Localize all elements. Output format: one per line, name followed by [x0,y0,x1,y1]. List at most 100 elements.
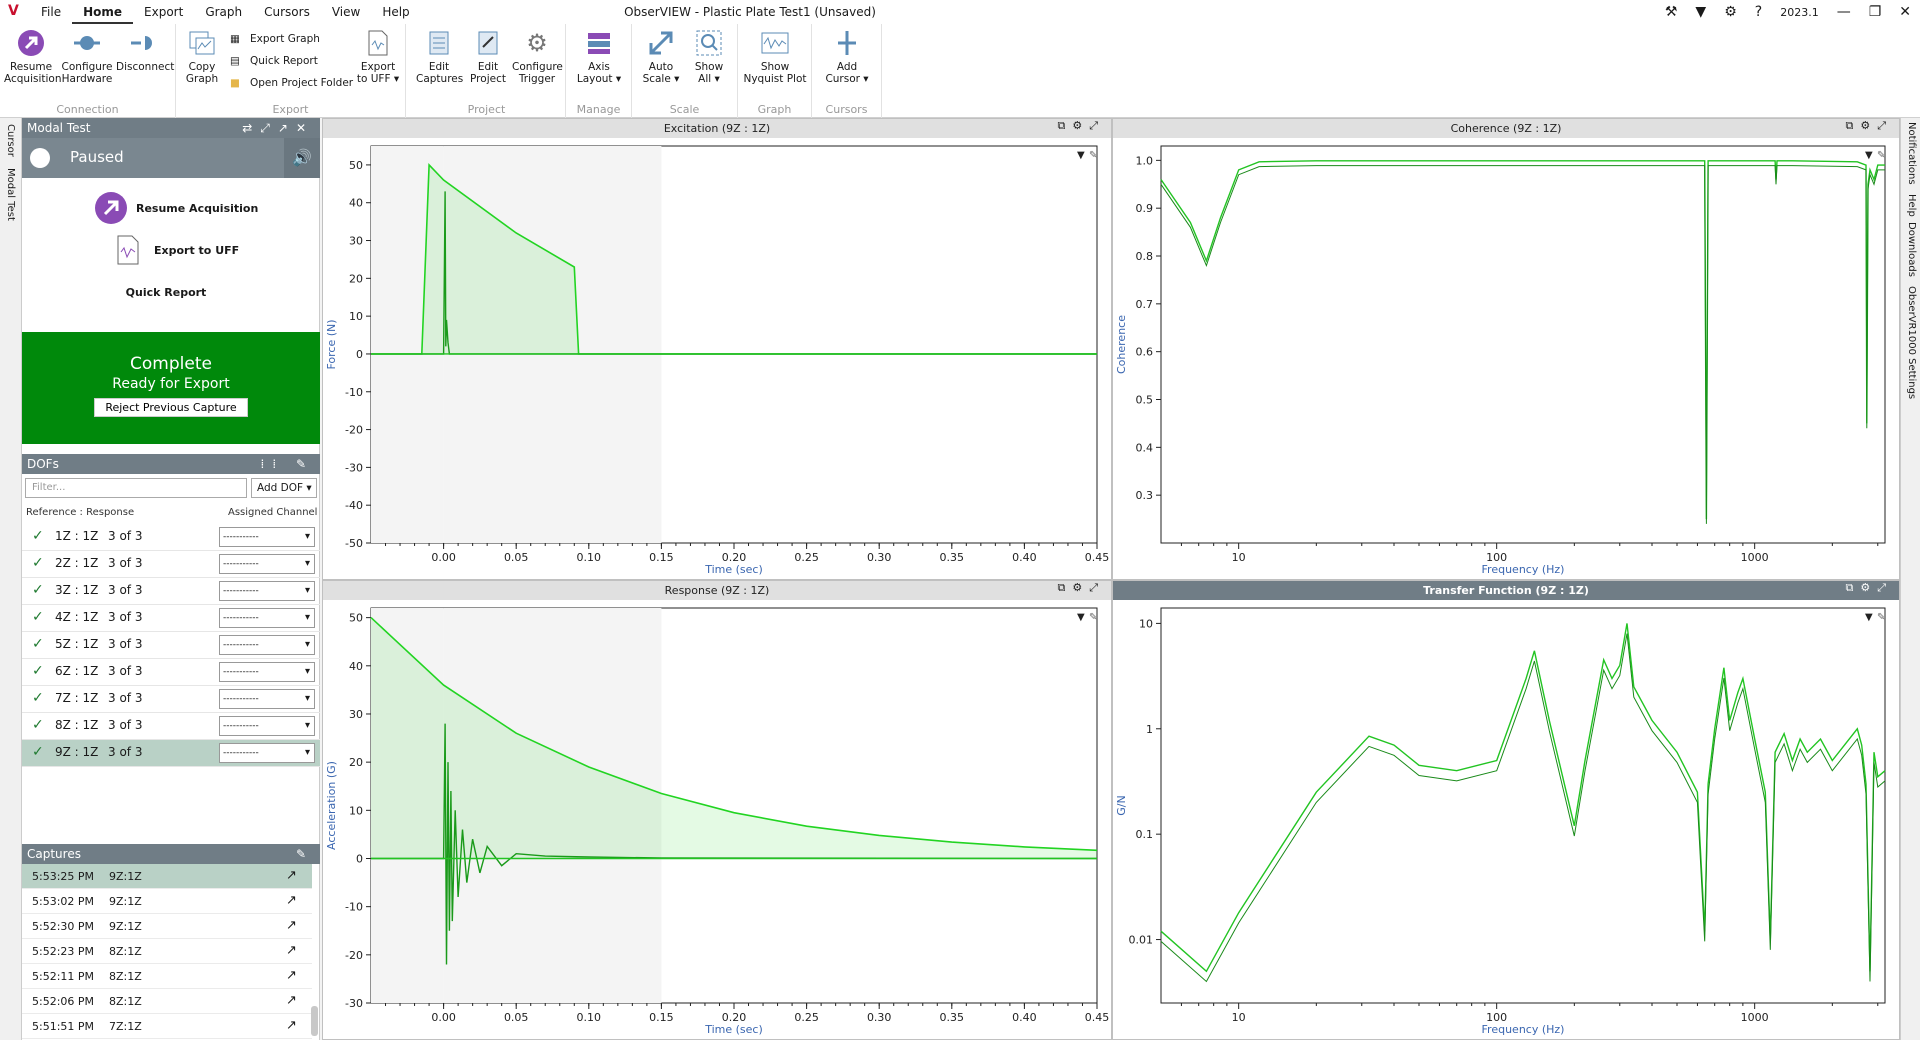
menu-home[interactable]: Home [72,0,134,24]
excitation-plot[interactable]: 0.00 0.05 0.10 0.15 0.20 0.25 0.30 0.35 0.40 0.45… [323,138,1111,579]
dof-name: 1Z : 1Z [55,529,99,543]
capture-row[interactable]: 5:53:02 PM 9Z:1Z ↗ [22,889,312,914]
export-uff-button[interactable]: Export to UFF ▾ [356,28,400,85]
export-graph-button[interactable]: ▦ Export Graph [230,33,320,45]
capture-row[interactable]: 5:53:25 PM 9Z:1Z ↗ [22,864,312,889]
y-axis-label: Acceleration (G) [325,761,338,850]
open-capture-icon[interactable]: ↗ [286,1018,297,1033]
channel-select[interactable]: ----------- [219,635,315,655]
channel-select[interactable]: ----------- [219,689,315,709]
hardware-icon [72,28,102,58]
menu-graph[interactable]: Graph [205,5,243,19]
trigger-region [443,608,662,1003]
check-icon: ✓ [32,609,44,625]
modal-test-dock-tab[interactable]: Modal Test [5,168,16,221]
menu-export[interactable]: Export [144,5,184,19]
dof-row[interactable]: ✓ 1Z : 1Z 3 of 3 ----------- [22,524,320,551]
capture-row[interactable]: 5:52:11 PM 8Z:1Z ↗ [22,964,312,989]
copy-graph-button[interactable]: Copy Graph [182,28,222,85]
disconnect-button[interactable]: Disconnect [116,28,174,73]
open-capture-icon[interactable]: ↗ [286,993,297,1008]
filter-icon[interactable]: ▼ [1695,4,1707,20]
captures-scrollbar[interactable] [311,1006,318,1036]
cursor-dock-tab[interactable]: Cursor [5,124,16,157]
export-uff-action[interactable]: Export to UFF [22,232,320,268]
chart-window-icons[interactable]: ⧉⚙⤢ [1845,119,1893,132]
tools-icon[interactable]: ⚒ [1664,4,1678,20]
chart-window-icons[interactable]: ⧉⚙⤢ [1057,581,1105,594]
settings-icon[interactable]: ⚙ [1724,4,1737,20]
dof-row[interactable]: ✓ 3Z : 1Z 3 of 3 ----------- [22,578,320,605]
excitation-chart: Excitation (9Z : 1Z) ⧉⚙⤢ 0.00 0.05 0.10 0.1… [322,118,1112,580]
x-tick-label: 0.15 [649,1011,674,1024]
channel-select[interactable]: ----------- [219,581,315,601]
capture-row[interactable]: 5:52:23 PM 8Z:1Z ↗ [22,939,312,964]
edit-captures-icon[interactable]: ✎ [295,847,314,861]
quick-report-button[interactable]: ▤ Quick Report [230,55,318,67]
panel-window-icons[interactable]: ⇄⤢↗✕ [242,121,314,135]
dof-row[interactable]: ✓ 7Z : 1Z 3 of 3 ----------- [22,686,320,713]
dof-name: 8Z : 1Z [55,718,99,732]
channel-select[interactable]: ----------- [219,527,315,547]
quick-report-action[interactable]: Quick Report [125,285,207,299]
open-capture-icon[interactable]: ↗ [286,918,297,933]
menu-help[interactable]: Help [382,5,410,19]
configure-hardware-button[interactable]: Configure Hardware [60,28,114,85]
ribbon-group-export: Copy Graph ▦ Export Graph ▤ Quick Report ■ O… [176,24,406,118]
left-dock-strip: Cursor Modal Test [0,118,22,1040]
help-icon[interactable]: ? [1754,4,1763,20]
capture-row[interactable]: 5:52:06 PM 8Z:1Z ↗ [22,989,312,1014]
capture-row[interactable]: 5:51:51 PM 7Z:1Z ↗ [22,1014,312,1039]
configure-trigger-button[interactable]: ⚙ Configure Trigger [512,29,563,85]
axis-layout-button[interactable]: Axis Layout ▾ [574,28,624,85]
channel-select[interactable]: ----------- [219,554,315,574]
open-capture-icon[interactable]: ↗ [286,893,297,908]
channel-select[interactable]: ----------- [219,716,315,736]
open-project-folder-button[interactable]: ■ Open Project Folder [230,77,354,89]
open-capture-icon[interactable]: ↗ [286,868,297,883]
restore-button[interactable]: ❐ [1868,4,1882,20]
menu-view[interactable]: View [331,5,361,19]
settings-dock-tab[interactable]: ObserVR1000 Settings [1906,286,1917,400]
resume-acquisition-action[interactable]: Resume Acquisition [22,190,320,226]
dof-row[interactable]: ✓ 9Z : 1Z 3 of 3 ----------- [22,740,320,767]
resume-acquisition-button[interactable]: Resume Acquisition [4,28,62,85]
dof-row[interactable]: ✓ 6Z : 1Z 3 of 3 ----------- [22,659,320,686]
transfer-function-plot[interactable]: 10 100 1000 10 1 0.1 0.01 Frequency (Hz) G/N ▼ ✎ [1113,600,1899,1039]
dof-filter-input[interactable]: Filter... [25,478,247,498]
add-cursor-button[interactable]: Add Cursor ▾ [822,28,872,85]
channel-select[interactable]: ----------- [219,608,315,628]
menu-file[interactable]: File [41,5,62,19]
channel-select[interactable]: ----------- [219,662,315,682]
reject-capture-button[interactable]: Reject Previous Capture [94,398,248,417]
help-dock-tab[interactable]: Help [1906,194,1917,217]
dof-row[interactable]: ✓ 5Z : 1Z 3 of 3 ----------- [22,632,320,659]
dof-tools-icons[interactable]: ⁞⁞ ✎ [260,457,314,471]
edit-captures-button[interactable]: Edit Captures [416,28,463,85]
downloads-dock-tab[interactable]: Downloads [1906,222,1917,277]
speaker-icon[interactable]: 🔊 [284,138,320,178]
x-tick-label: 0.25 [794,551,819,564]
dof-row[interactable]: ✓ 2Z : 1Z 3 of 3 ----------- [22,551,320,578]
chart-window-icons[interactable]: ⧉⚙⤢ [1845,581,1893,594]
add-dof-button[interactable]: Add DOF ▾ [251,478,317,498]
open-capture-icon[interactable]: ↗ [286,968,297,983]
coherence-plot[interactable]: 10 100 1000 1.0 0.9 0.8 0.7 0.6 0.5 0.4 0.3 Frequen… [1113,138,1899,579]
chart-window-icons[interactable]: ⧉⚙⤢ [1057,119,1105,132]
notifications-dock-tab[interactable]: Notifications [1906,122,1917,185]
capture-row[interactable]: 5:52:30 PM 9Z:1Z ↗ [22,914,312,939]
edit-project-button[interactable]: Edit Project [466,28,510,85]
x-tick-label: 0.25 [794,1011,819,1024]
auto-scale-button[interactable]: Auto Scale ▾ [638,28,684,85]
dof-row[interactable]: ✓ 8Z : 1Z 3 of 3 ----------- [22,713,320,740]
minimize-button[interactable]: — [1836,4,1851,20]
dof-row[interactable]: ✓ 4Z : 1Z 3 of 3 ----------- [22,605,320,632]
check-icon: ✓ [32,555,44,571]
show-all-button[interactable]: Show All ▾ [686,28,732,85]
response-plot[interactable]: 0.00 0.05 0.10 0.15 0.20 0.25 0.30 0.35 0.40 0.45… [323,600,1111,1039]
open-capture-icon[interactable]: ↗ [286,943,297,958]
menu-cursors[interactable]: Cursors [264,5,310,19]
nyquist-plot-button[interactable]: Show Nyquist Plot [742,28,808,85]
close-button[interactable]: ✕ [1899,4,1911,20]
channel-select[interactable]: ----------- [219,743,315,763]
